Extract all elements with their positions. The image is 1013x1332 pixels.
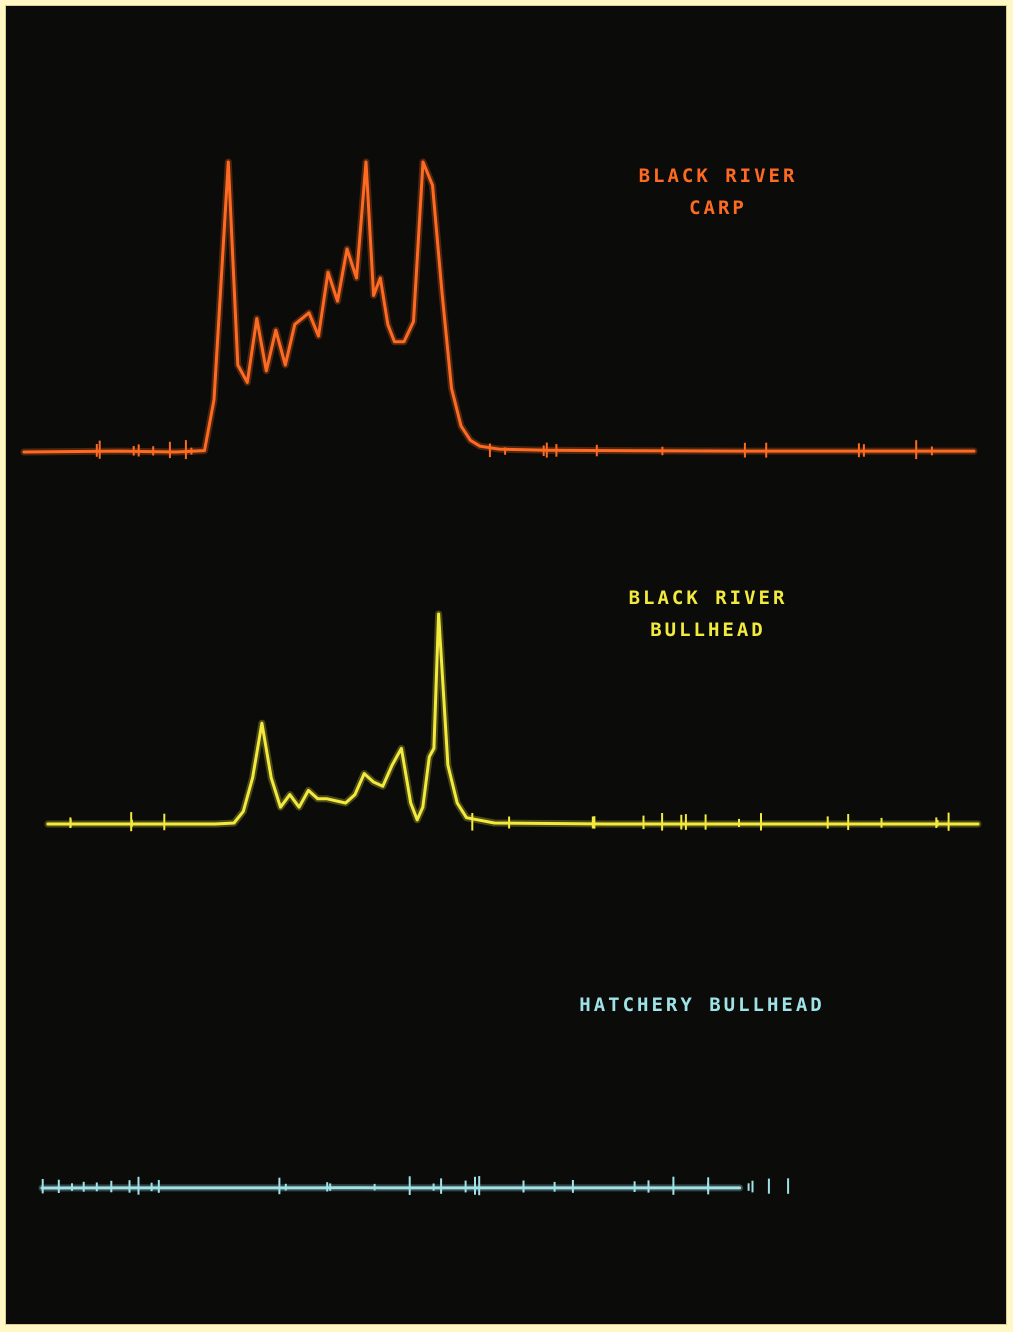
trace-group-2: BLACK RIVER BULLHEAD: [44, 587, 982, 832]
chromatogram-plot: BLACK RIVER CARP BLACK RIVER BULLHEAD HATCHE…: [20, 158, 982, 1196]
trace-group-3: HATCHERY BULLHEAD: [38, 994, 824, 1196]
series-1-glow: [20, 158, 978, 456]
display-screen: BLACK RIVER CARP BLACK RIVER BULLHEAD HATCHE…: [6, 6, 1006, 1324]
series-2-glow: [44, 610, 982, 828]
series-2-label-line-2: BULLHEAD: [650, 619, 766, 641]
series-2-line: [46, 612, 980, 826]
series-2-label-line-1: BLACK RIVER: [629, 587, 788, 609]
series-1-line: [22, 160, 976, 454]
series-1-label-line-1: BLACK RIVER: [639, 165, 798, 187]
series-1-label-line-2: CARP: [689, 197, 747, 219]
trace-group-1: BLACK RIVER CARP: [20, 158, 978, 460]
series-3-label-line-1: HATCHERY BULLHEAD: [579, 994, 824, 1016]
